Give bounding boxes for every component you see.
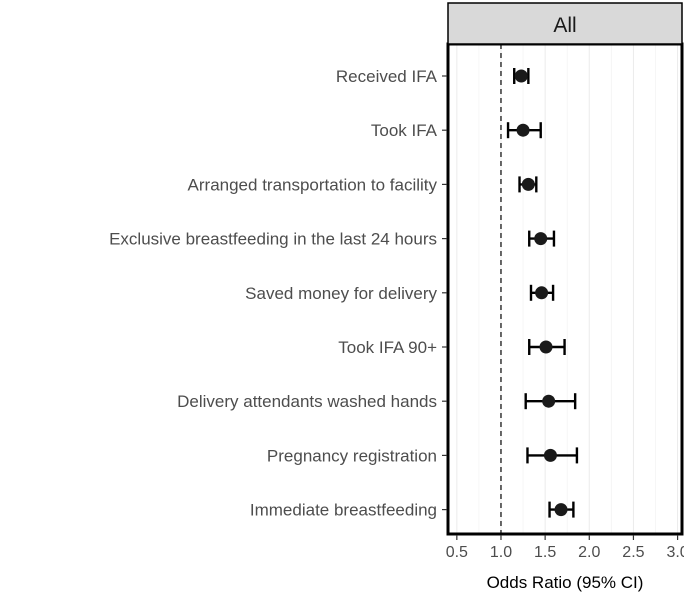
panel-border: [446, 42, 684, 536]
y-ticks: [442, 75, 447, 511]
estimate-point: [542, 394, 556, 408]
category-label: Pregnancy registration: [267, 446, 437, 465]
x-tick-label: 2.0: [578, 544, 600, 561]
estimate-point: [535, 286, 549, 300]
estimates: [506, 68, 579, 518]
row-1: [506, 122, 542, 139]
estimate-point: [516, 123, 530, 137]
x-tick-label: 2.5: [622, 544, 644, 561]
row-0: [513, 68, 530, 84]
estimate-point: [534, 232, 548, 246]
x-tick-label: 3.0: [666, 544, 684, 561]
row-5: [528, 339, 566, 355]
estimate-point: [554, 503, 568, 517]
category-labels: Received IFA Took IFA Arranged transportat…: [109, 67, 438, 520]
category-label: Exclusive breastfeeding in the last 24 h…: [109, 230, 437, 249]
x-tick-label: 0.5: [446, 544, 468, 561]
x-axis-title: Odds Ratio (95% CI): [487, 573, 644, 592]
category-label: Took IFA 90+: [338, 338, 437, 357]
category-label: Received IFA: [336, 67, 438, 86]
x-tick-label: 1.5: [534, 544, 556, 561]
gridlines: [456, 44, 679, 534]
row-3: [528, 230, 556, 247]
facet-title: All: [553, 14, 576, 37]
row-8: [548, 501, 575, 518]
category-label: Took IFA: [371, 121, 438, 140]
x-ticks: [456, 535, 679, 540]
category-label: Delivery attendants washed hands: [177, 392, 437, 411]
x-tick-labels: 0.5 1.0 1.5 2.0 2.5 3.0: [446, 544, 684, 561]
facet-strip: [447, 2, 683, 45]
estimate-point: [521, 177, 535, 191]
category-label: Arranged transportation to facility: [188, 175, 438, 194]
row-2: [518, 176, 538, 193]
estimate-point: [543, 448, 557, 462]
category-label: Saved money for delivery: [245, 284, 437, 303]
row-6: [524, 393, 577, 410]
category-label: Immediate breastfeeding: [250, 501, 437, 520]
x-tick-label: 1.0: [490, 544, 512, 561]
row-7: [526, 447, 579, 464]
estimate-point: [514, 69, 528, 83]
estimate-point: [539, 340, 553, 354]
row-4: [529, 284, 555, 301]
